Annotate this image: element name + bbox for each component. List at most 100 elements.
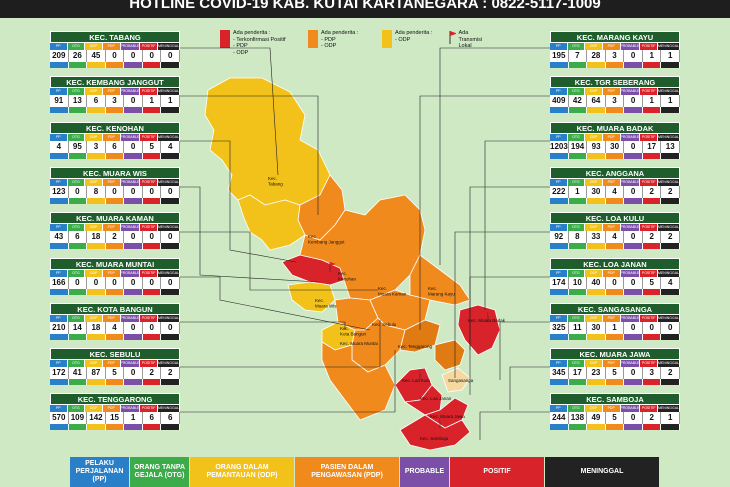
- column-header: POSITIF: [140, 133, 158, 141]
- column-header: ODP: [585, 43, 603, 50]
- value-cell: 409: [550, 95, 569, 108]
- color-strip-cell: [105, 288, 125, 295]
- column-header: PROBABLE: [120, 43, 141, 50]
- color-strip-cell: [124, 288, 143, 295]
- color-strip-cell: [568, 333, 588, 340]
- color-strip-cell: [87, 288, 106, 295]
- color-strip-cell: [605, 243, 625, 250]
- legend-odp: Ada penderita :- ODP: [382, 30, 432, 48]
- color-strip-cell: [550, 197, 569, 204]
- column-header: OTG: [567, 360, 586, 368]
- value-cell: 0: [161, 50, 181, 62]
- column-header: PDP: [102, 360, 121, 368]
- column-header: ODP: [85, 43, 103, 50]
- value-cell: 0: [124, 95, 143, 108]
- column-header: OTG: [67, 178, 86, 186]
- value-cell: 194: [568, 140, 588, 153]
- value-cell: 8: [568, 231, 588, 244]
- color-strip-cell: [605, 424, 625, 431]
- region-anggana: [434, 339, 466, 371]
- column-header: ODP: [585, 224, 603, 232]
- value-cell: 109: [68, 412, 88, 425]
- value-row: 222 1 30 4 0 2 2: [550, 185, 681, 198]
- value-cell: 1: [642, 95, 662, 108]
- color-strip-cell: [87, 62, 106, 68]
- column-header: OTG: [67, 405, 86, 413]
- column-header: PP: [50, 133, 68, 141]
- district-title: KEC. MUARA BADAK: [550, 121, 680, 134]
- column-header: PP: [50, 360, 68, 368]
- value-cell: 0: [642, 321, 662, 334]
- value-cell: 5: [605, 412, 625, 425]
- value-cell: 10: [568, 276, 588, 289]
- color-strip-cell: [642, 379, 662, 386]
- color-strip-cell: [105, 333, 125, 340]
- color-strip-cell: [587, 152, 606, 159]
- color-strip-cell: [624, 424, 643, 431]
- column-header: PROBABLE: [620, 360, 641, 368]
- color-strip: [550, 107, 681, 114]
- column-header: PROBABLE: [620, 133, 641, 141]
- column-header: PDP: [602, 269, 621, 277]
- color-strip-cell: [68, 424, 88, 431]
- color-strip-cell: [587, 243, 606, 250]
- value-cell: 0: [624, 412, 643, 425]
- column-header-row: PP OTG ODP PDP PROBABLE POSITIF MENINGGAL: [550, 360, 681, 368]
- district-panel-sangasanga: KEC. SANGASANGA PP OTG ODP PDP PROBABLE POSITI…: [550, 302, 681, 340]
- color-strip-cell: [161, 243, 181, 250]
- district-title: KEC. KENOHAN: [50, 121, 180, 134]
- color-strip-cell: [161, 424, 181, 431]
- map-label-sebulu: Kec. Sebulu: [372, 322, 397, 327]
- value-cell: 17: [642, 140, 662, 153]
- color-strip-cell: [161, 379, 181, 386]
- color-strip-cell: [605, 379, 625, 386]
- value-cell: 166: [50, 276, 69, 289]
- column-header: OTG: [567, 88, 586, 96]
- color-strip-cell: [605, 152, 625, 159]
- red-flag-icon: [487, 312, 494, 322]
- column-header: PP: [50, 314, 68, 322]
- color-strip-cell: [124, 152, 143, 159]
- column-header: PROBABLE: [120, 314, 141, 322]
- column-header: PDP: [602, 405, 621, 413]
- color-strip-cell: [624, 243, 643, 250]
- column-header: POSITIF: [640, 43, 658, 50]
- column-header: POSITIF: [640, 360, 658, 368]
- value-cell: 8: [87, 185, 106, 198]
- value-cell: 4: [161, 140, 181, 153]
- value-cell: 345: [550, 367, 569, 380]
- column-header: PROBABLE: [620, 269, 641, 277]
- color-strip-cell: [568, 288, 588, 295]
- map-label-tenggarong: Kec. Tenggarong: [398, 344, 432, 349]
- value-cell: 6: [142, 412, 162, 425]
- map-label-loa-janan: Kec. Loa Janan: [420, 396, 452, 401]
- color-strip-cell: [105, 243, 125, 250]
- column-header: PROBABLE: [620, 224, 641, 232]
- value-cell: 6: [161, 412, 181, 425]
- value-cell: 95: [68, 140, 88, 153]
- value-cell: 570: [50, 412, 69, 425]
- value-cell: 64: [587, 95, 606, 108]
- color-strip-cell: [87, 197, 106, 204]
- region-muara-badak: [457, 304, 501, 356]
- value-cell: 1: [661, 412, 681, 425]
- color-strip-cell: [550, 107, 569, 114]
- district-panel-marang-kayu: KEC. MARANG KAYU PP OTG ODP PDP PROBABLE POSIT…: [550, 31, 681, 68]
- column-header: PDP: [102, 314, 121, 322]
- color-strip-cell: [50, 197, 69, 204]
- value-cell: 23: [587, 367, 606, 380]
- district-title: KEC. SAMBOJA: [550, 393, 680, 406]
- district-panel-kenohan: KEC. KENOHAN PP OTG ODP PDP PROBABLE POSITIF ME…: [50, 121, 181, 159]
- value-cell: 172: [50, 367, 69, 380]
- column-header: POSITIF: [140, 224, 158, 232]
- column-header: MENINGGAL: [658, 360, 681, 368]
- column-header: ODP: [585, 88, 603, 96]
- region-southwest: [321, 341, 396, 421]
- region-west-odp: [237, 194, 306, 251]
- color-strip-cell: [50, 243, 69, 250]
- color-strip-cell: [605, 288, 625, 295]
- value-cell: 2: [142, 367, 162, 380]
- color-strip-cell: [661, 424, 681, 431]
- color-strip-cell: [605, 62, 625, 68]
- column-header: PROBABLE: [120, 269, 141, 277]
